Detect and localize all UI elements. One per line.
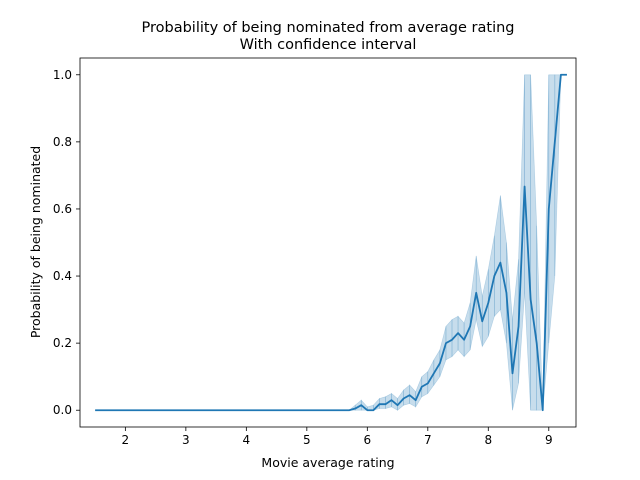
- chart-title-line-1: Probability of being nominated from aver…: [142, 20, 515, 36]
- series-line-layer: [95, 73, 567, 412]
- confidence-band-segment: [403, 384, 410, 406]
- chart-title-line-2: With confidence interval: [240, 37, 417, 53]
- y-axis-label: Probability of being nominated: [28, 146, 43, 338]
- confidence-band-segment: [409, 384, 417, 408]
- confidence-band-segment: [512, 259, 519, 411]
- y-tick-label: 1.0: [53, 68, 72, 82]
- x-tick-label: 8: [484, 433, 492, 447]
- y-tick-label: 0.8: [53, 135, 72, 149]
- x-tick-label: 3: [182, 433, 190, 447]
- confidence-band-segment: [469, 255, 477, 350]
- x-axis-label: Movie average rating: [261, 455, 394, 470]
- confidence-band-segment: [445, 318, 453, 361]
- confidence-band-segment: [500, 195, 507, 344]
- confidence-band-segment: [494, 195, 501, 318]
- x-tick-label: 6: [363, 433, 371, 447]
- confidence-band-segment: [481, 269, 489, 348]
- confidence-band-segment: [548, 74, 556, 344]
- x-axis-ticks: 2 3 4 5 6 7 8 9: [122, 427, 553, 447]
- confidence-band-segment: [518, 74, 525, 384]
- confidence-band-segment: [463, 302, 471, 358]
- confidence-band-segment: [379, 396, 386, 409]
- x-tick-label: 5: [303, 433, 311, 447]
- y-tick-label: 0.6: [53, 202, 72, 216]
- y-tick-label: 0.4: [53, 269, 72, 283]
- y-tick-label: 0.2: [53, 336, 72, 350]
- axes-frame: [79, 57, 577, 428]
- confidence-band-layer: [95, 74, 567, 411]
- x-tick-label: 9: [545, 433, 553, 447]
- confidence-band-segment: [530, 74, 537, 411]
- x-tick-label: 4: [243, 433, 251, 447]
- x-tick-label: 7: [424, 433, 432, 447]
- confidence-band-segment: [475, 255, 483, 347]
- x-tick-label: 2: [122, 433, 130, 447]
- series-line: [95, 73, 567, 412]
- y-tick-label: 0.0: [53, 403, 72, 417]
- confidence-band-segment: [373, 397, 380, 411]
- confidence-band-segment: [397, 389, 404, 411]
- y-axis-ticks: 0.0 0.2 0.4 0.6 0.8 1.0: [53, 68, 80, 417]
